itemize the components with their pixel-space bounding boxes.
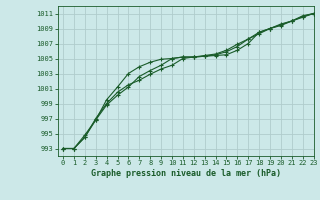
X-axis label: Graphe pression niveau de la mer (hPa): Graphe pression niveau de la mer (hPa) xyxy=(91,169,281,178)
